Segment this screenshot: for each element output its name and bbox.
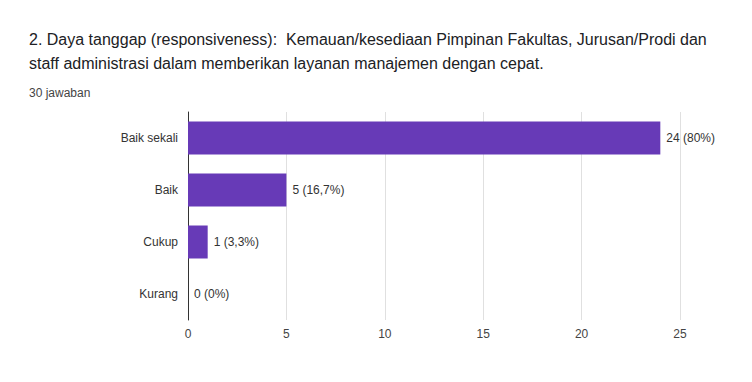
svg-text:Kurang: Kurang: [139, 287, 178, 301]
svg-text:30 jawaban: 30 jawaban: [29, 86, 90, 100]
svg-text:5: 5: [283, 327, 290, 341]
svg-text:1 (3,3%): 1 (3,3%): [214, 235, 259, 249]
svg-text:2. Daya tanggap (responsivenes: 2. Daya tanggap (responsiveness): Kemaua…: [29, 31, 711, 48]
svg-text:0 (0%): 0 (0%): [194, 287, 229, 301]
svg-text:15: 15: [477, 327, 491, 341]
svg-text:20: 20: [575, 327, 589, 341]
svg-text:0: 0: [185, 327, 192, 341]
svg-text:Cukup: Cukup: [143, 235, 178, 249]
svg-text:Baik: Baik: [155, 183, 179, 197]
svg-text:10: 10: [378, 327, 392, 341]
svg-text:25: 25: [673, 327, 687, 341]
svg-text:5 (16,7%): 5 (16,7%): [292, 183, 344, 197]
svg-text:24 (80%): 24 (80%): [666, 131, 715, 145]
svg-text:staff administrasi dalam membe: staff administrasi dalam memberikan laya…: [29, 55, 544, 72]
svg-text:Baik sekali: Baik sekali: [121, 131, 178, 145]
